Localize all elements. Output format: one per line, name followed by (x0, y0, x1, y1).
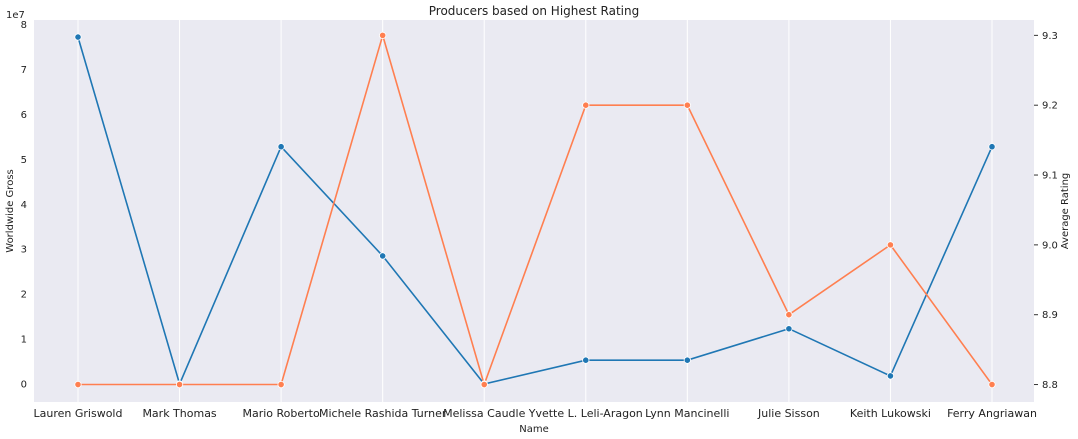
x-tick-label: Mark Thomas (142, 407, 216, 420)
series-1-point (886, 241, 895, 249)
right-tick-label: 9.0 (1042, 240, 1058, 251)
series-0-line (77, 36, 993, 387)
x-axis-ticks: Lauren Griswold Mark Thomas Mario Roberto M… (34, 407, 1037, 420)
series-1-point (988, 380, 996, 389)
series-0-point (785, 325, 793, 333)
series-1-point (785, 311, 793, 319)
right-tick-label: 8.8 (1042, 380, 1058, 391)
left-tick-label: 8 (21, 20, 27, 31)
series-0-point (74, 33, 82, 41)
left-tick-label: 2 (21, 290, 27, 301)
x-tick-label: Mario Roberto (242, 407, 320, 420)
right-axis-label: Average Rating (1060, 173, 1071, 249)
series-0-point (277, 143, 285, 151)
chart-title: Producers based on Highest Rating (429, 4, 639, 18)
series-1-line (78, 32, 993, 388)
series-1-point (480, 380, 488, 389)
x-tick-label: Yvette L. Leli-Aragon (528, 407, 643, 420)
right-tick-label: 9.3 (1042, 31, 1058, 42)
left-axis-exponent: 1e7 (6, 10, 25, 21)
left-tick-label: 6 (21, 110, 27, 121)
series-1-point (582, 101, 590, 109)
left-tick-label: 0 (21, 380, 27, 391)
series-0-point (886, 372, 895, 380)
series-0-point (582, 356, 590, 364)
left-axis-ticks: 0 1 2 3 4 5 6 7 8 (21, 20, 27, 391)
x-tick-label: Ferry Angriawan (947, 407, 1037, 420)
right-tick-label: 8.9 (1042, 310, 1058, 321)
grid (77, 20, 993, 402)
right-tick-label: 9.2 (1042, 101, 1058, 112)
series-1-point (379, 31, 387, 39)
series-0-point (379, 252, 387, 260)
x-tick-label: Melissa Caudle (443, 407, 526, 420)
series-1-point (175, 380, 184, 389)
left-tick-label: 3 (21, 245, 27, 256)
series-0-point (683, 356, 691, 364)
right-axis-ticks: 8.8 8.9 9.0 9.1 9.2 9.3 (1034, 31, 1058, 391)
x-tick-label: Julie Sisson (757, 407, 820, 420)
series-1-point (277, 380, 285, 389)
x-tick-label: Michele Rashida Turner (319, 407, 447, 420)
x-tick-label: Lauren Griswold (34, 407, 123, 420)
x-tick-label: Lynn Mancinelli (645, 407, 729, 420)
x-tick-label: Keith Lukowski (850, 407, 931, 420)
left-tick-label: 5 (21, 155, 27, 166)
left-tick-label: 4 (21, 200, 27, 211)
right-tick-label: 9.1 (1042, 171, 1058, 182)
left-axis-label: Worldwide Gross (5, 169, 16, 252)
series-lines (77, 32, 993, 388)
series-points (74, 31, 996, 389)
x-axis-label: Name (519, 424, 549, 435)
series-1-point (683, 101, 691, 109)
left-tick-label: 1 (21, 335, 27, 346)
left-tick-label: 7 (21, 65, 27, 76)
series-1-point (74, 380, 82, 389)
plot-area (34, 20, 1034, 402)
series-0-point (988, 143, 996, 151)
